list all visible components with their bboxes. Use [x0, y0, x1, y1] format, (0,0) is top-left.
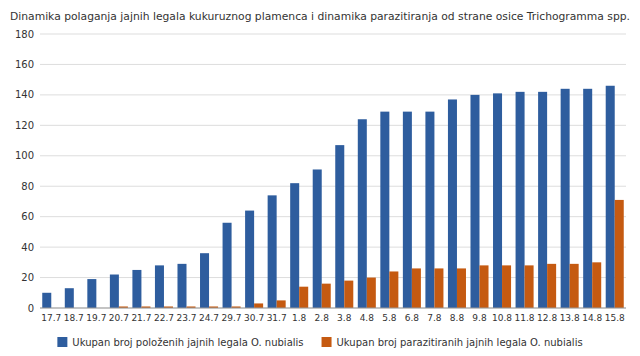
bar — [434, 268, 443, 308]
x-tick-label: 24.7 — [199, 313, 219, 323]
bar — [110, 275, 119, 308]
bar — [412, 268, 421, 308]
bar — [570, 264, 579, 308]
y-tick-label: 140 — [15, 89, 34, 100]
bar — [87, 279, 96, 308]
bar — [223, 223, 232, 308]
bar — [277, 300, 286, 308]
y-tick-label: 180 — [15, 29, 34, 40]
x-tick-label: 11.8 — [515, 313, 535, 323]
bar — [344, 281, 353, 308]
legend-swatch — [57, 337, 67, 347]
bar — [583, 89, 592, 308]
title: Dinamika polaganja jajnih legala kukuruz… — [10, 10, 630, 23]
bar — [313, 169, 322, 308]
bar — [65, 288, 74, 308]
bar — [502, 265, 511, 308]
y-tick-label: 80 — [21, 181, 34, 192]
x-tick-label: 3.8 — [337, 313, 352, 323]
x-tick-label: 4.8 — [360, 313, 375, 323]
y-tick-label: 160 — [15, 59, 34, 70]
y-tick-label: 60 — [21, 211, 34, 222]
legend-swatch — [322, 337, 332, 347]
bar — [592, 262, 601, 308]
bar — [606, 86, 615, 308]
bar — [177, 264, 186, 308]
bar — [480, 265, 489, 308]
legend: Ukupan broj položenih jajnih legala O. n… — [57, 337, 582, 348]
x-tick-label: 29.7 — [222, 313, 242, 323]
x-tick-label: 10.8 — [492, 313, 512, 323]
bar — [470, 95, 479, 308]
grid-line — [40, 64, 626, 65]
y-tick-label: 120 — [15, 120, 34, 131]
bar — [457, 268, 466, 308]
x-tick-label: 21.7 — [131, 313, 151, 323]
x-tick-label: 8.8 — [450, 313, 465, 323]
x-tick-label: 15.8 — [605, 313, 625, 323]
bar — [615, 200, 624, 308]
bar — [367, 278, 376, 308]
x-tick-label: 7.8 — [427, 313, 442, 323]
bar — [547, 264, 556, 308]
bar — [245, 211, 254, 308]
x-tick-label: 13.8 — [560, 313, 580, 323]
bar — [448, 99, 457, 308]
x-tick-label: 19.7 — [86, 313, 106, 323]
bar — [358, 119, 367, 308]
x-tick-label: 2.8 — [315, 313, 330, 323]
bar — [299, 287, 308, 308]
x-tick-label: 18.7 — [64, 313, 84, 323]
grid-line — [40, 308, 626, 309]
bar — [132, 270, 141, 308]
x-tick-label: 30.7 — [244, 313, 264, 323]
x-tick-label: 5.8 — [382, 313, 397, 323]
y-tick-label: 100 — [15, 150, 34, 161]
y-tick-label: 20 — [21, 272, 34, 283]
y-tick-label: 0 — [28, 303, 34, 314]
bar — [290, 183, 299, 308]
x-tick-label: 22.7 — [154, 313, 174, 323]
bar — [380, 112, 389, 308]
legend-label: Ukupan broj parazitiranih jajnih legala … — [337, 337, 583, 348]
x-tick-label: 17.7 — [41, 313, 61, 323]
bar — [493, 93, 502, 308]
x-tick-label: 9.8 — [472, 313, 487, 323]
bar — [268, 195, 277, 308]
x-tick-label: 6.8 — [405, 313, 420, 323]
x-tick-label: 23.7 — [176, 313, 196, 323]
bar — [335, 145, 344, 308]
x-tick-label: 1.8 — [292, 313, 307, 323]
x-tick-label: 12.8 — [537, 313, 557, 323]
x-tick-label: 31.7 — [267, 313, 287, 323]
bar — [389, 271, 398, 308]
grid — [40, 34, 626, 308]
bar — [200, 253, 209, 308]
x-tick-label: 14.8 — [582, 313, 602, 323]
bar — [425, 112, 434, 308]
bar — [155, 265, 164, 308]
bar — [538, 92, 547, 308]
bar — [516, 92, 525, 308]
bar — [525, 265, 534, 308]
x-axis-line — [40, 308, 626, 309]
legend-label: Ukupan broj položenih jajnih legala O. n… — [72, 337, 303, 348]
y-tick-label: 40 — [21, 242, 34, 253]
bar — [254, 303, 263, 308]
bar — [561, 89, 570, 308]
bar — [322, 284, 331, 308]
x-tick-label: 20.7 — [109, 313, 129, 323]
chart: Dinamika polaganja jajnih legala kukuruz… — [0, 0, 640, 356]
bar — [403, 112, 412, 308]
grid-line — [40, 34, 626, 35]
bars — [42, 86, 623, 308]
bar — [42, 293, 51, 308]
